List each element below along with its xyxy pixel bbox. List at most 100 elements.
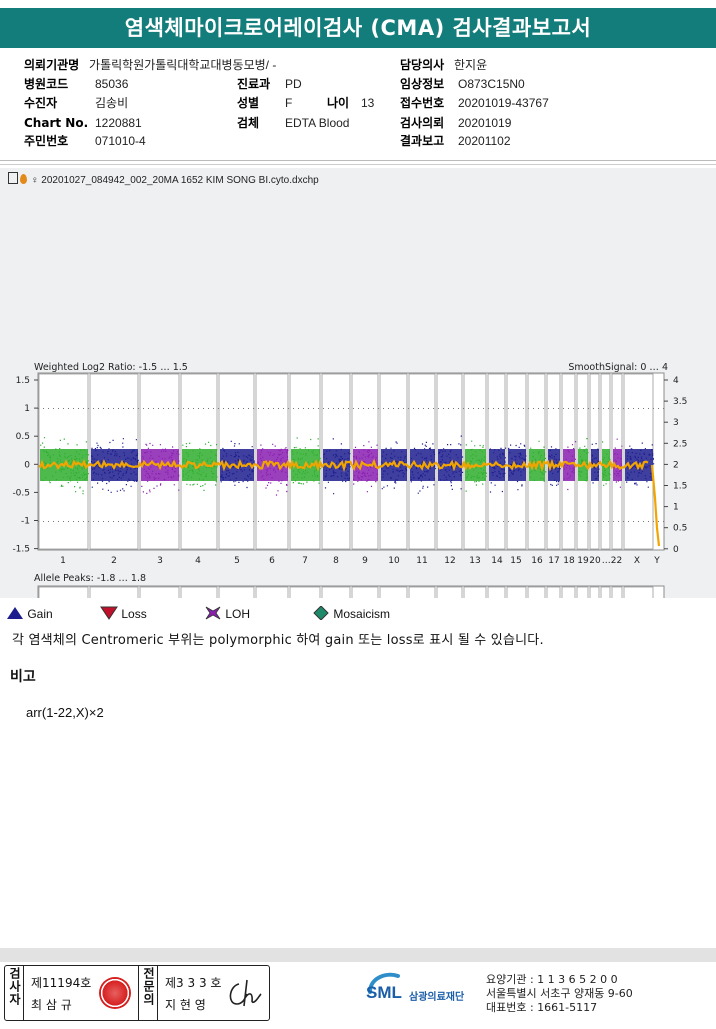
legend-loss: Loss	[100, 606, 147, 621]
address: 서울특별시 서초구 양재동 9-60	[486, 987, 633, 1000]
chromosome-label: …22	[602, 556, 622, 566]
legend-mosaicism: Mosaicism	[312, 605, 390, 621]
institution-number: 요양기관 : 1 1 3 6 5 2 0 0	[486, 973, 618, 986]
chromosome-label: 19	[577, 556, 589, 566]
chromosome-frame	[487, 586, 506, 598]
sml-logo-mark-icon	[368, 972, 400, 994]
chromosome-frame	[321, 586, 351, 598]
chromosome-frame	[589, 586, 600, 598]
sml-logo-text: SML	[366, 983, 402, 1002]
signal-tick-label: 0.5	[673, 524, 687, 534]
log2-scatter-points	[465, 440, 487, 492]
footer-address-block: 요양기관 : 1 1 3 6 5 2 0 0 서울특별시 서초구 양재동 9-6…	[486, 973, 633, 1015]
sex-label: 성별	[237, 96, 260, 110]
institution-label: 의뢰기관명	[24, 58, 80, 72]
examiner-license: 제11194호	[31, 976, 92, 990]
log2-dense-band	[613, 449, 622, 481]
chromosome-frame	[218, 586, 255, 598]
examiner-name: 최 삼 규	[31, 998, 72, 1012]
clinical-info-label: 임상정보	[400, 77, 445, 91]
doctor-value: 한지윤	[454, 58, 488, 72]
institution-value: 가톨릭학원가톨릭대학교대병동모병/ -	[89, 58, 277, 72]
chart-no-label: Chart No.	[24, 116, 89, 130]
patient-label: 수진자	[24, 96, 58, 110]
chromosome-label: 10	[388, 556, 400, 566]
log2-tick-label: 0.5	[16, 432, 30, 442]
specimen-label: 검체	[237, 116, 260, 130]
gain-icon	[7, 607, 23, 619]
chromosome-label: 16	[531, 556, 543, 566]
chromosome-label: 11	[416, 556, 427, 566]
signal-tick-label: 1	[673, 503, 679, 513]
reception-no-label: 접수번호	[400, 96, 445, 110]
legend-gain-label: Gain	[27, 607, 53, 621]
chromosome-frame	[38, 586, 89, 598]
hospital-code-value: 85036	[95, 77, 129, 91]
institution-row: 의뢰기관명 가톨릭학원가톨릭대학교대병동모병/ -	[24, 56, 276, 75]
report-date-value: 20201102	[458, 134, 511, 148]
log2-dense-band	[563, 449, 575, 481]
remark-heading: 비고	[10, 669, 36, 685]
chromosome-label: 12	[444, 556, 455, 566]
divider-top	[0, 160, 716, 161]
chromosome-frame	[506, 586, 527, 598]
legend-loh-label: LOH	[225, 607, 251, 621]
specialist-license: 제3 3 3 호	[165, 976, 222, 990]
chromosome-label: 9	[362, 556, 368, 566]
department-value: PD	[285, 77, 302, 91]
log2-dense-band	[602, 449, 610, 481]
examiner-seal	[99, 977, 131, 1009]
chromosome-frame	[611, 586, 623, 598]
chromosome-label: 4	[195, 556, 201, 566]
chromosome-label: 6	[269, 556, 275, 566]
chromosome-frame	[600, 586, 611, 598]
reception-no-value: 20201019-43767	[458, 96, 549, 110]
plot-labels: 1.5 1 0.5 0 -0.5 -1 -1.5 4 3.5 3 2.5 2 1.5 1 0.5 0 Weigh…	[12, 362, 687, 584]
clinical-info-value: O873C15N0	[458, 77, 525, 91]
divider-bottom	[0, 164, 716, 165]
centromeric-note: 각 염색체의 Centromeric 부위는 polymorphic 하여 ga…	[12, 633, 544, 648]
chromosome-label: Y	[653, 556, 660, 566]
smooth-signal-line	[38, 458, 649, 473]
legend-loss-label: Loss	[121, 607, 147, 621]
sml-logo: SML 삼광의료재단	[366, 970, 478, 1014]
log2-tick-label: 1	[24, 404, 30, 414]
org-name: 삼광의료재단	[409, 992, 465, 1003]
phone-number: 대표번호 : 1661-5117	[486, 1001, 598, 1014]
loss-icon	[100, 606, 118, 620]
female-icon: ♀	[31, 175, 39, 186]
log2-dense-band	[508, 449, 526, 481]
request-date-label: 검사의뢰	[400, 116, 445, 130]
patient-value: 김송비	[95, 96, 129, 110]
chromosome-frame	[576, 586, 589, 598]
chromosome-label: 15	[510, 556, 521, 566]
doctor-row: 담당의사 한지윤	[400, 56, 487, 75]
remark-value: arr(1-22,X)×2	[26, 705, 104, 720]
allele-axis-title: Allele Peaks: -1.8 … 1.8	[34, 573, 146, 584]
log2-dense-band	[381, 449, 407, 481]
allele-peaks-panel	[37, 585, 665, 598]
plot-filename-bar: ♀ 20201027_084942_002_20MA 1652 KIM SONG…	[8, 172, 319, 186]
signal-tick-label: 2.5	[673, 439, 687, 449]
file-icon	[8, 172, 18, 184]
log2-tick-label: -1.5	[12, 545, 30, 555]
age-label: 나이	[327, 96, 350, 110]
chromosome-frame	[561, 586, 576, 598]
hospital-code-label: 병원코드	[24, 77, 69, 91]
chromosome-label: 20	[589, 556, 601, 566]
signal-tick-label: 1.5	[673, 482, 687, 492]
request-date-value: 20201019	[458, 116, 512, 130]
log2-scatter-points	[578, 438, 589, 482]
cma-plot-svg: 1.5 1 0.5 0 -0.5 -1 -1.5 4 3.5 3 2.5 2 1.5 1 0.5 0 Weigh…	[12, 362, 687, 598]
chromosome-frame	[89, 586, 139, 598]
log2-tick-label: -0.5	[12, 488, 30, 498]
cma-plot-panel: ♀ 20201027_084942_002_20MA 1652 KIM SONG…	[0, 168, 716, 598]
specialist-label: 전문의	[138, 966, 158, 1021]
chromosome-frame	[408, 586, 436, 598]
chromosome-frame	[623, 586, 654, 598]
log2-tick-label: 1.5	[16, 376, 30, 386]
flag-icon	[20, 174, 27, 184]
smooth-signal-y-drop	[650, 464, 661, 547]
chromosome-label: 17	[548, 556, 559, 566]
signature-box: 검사자 제11194호 최 삼 규 전문의 제3 3 3 호 지 현 영	[4, 965, 270, 1021]
